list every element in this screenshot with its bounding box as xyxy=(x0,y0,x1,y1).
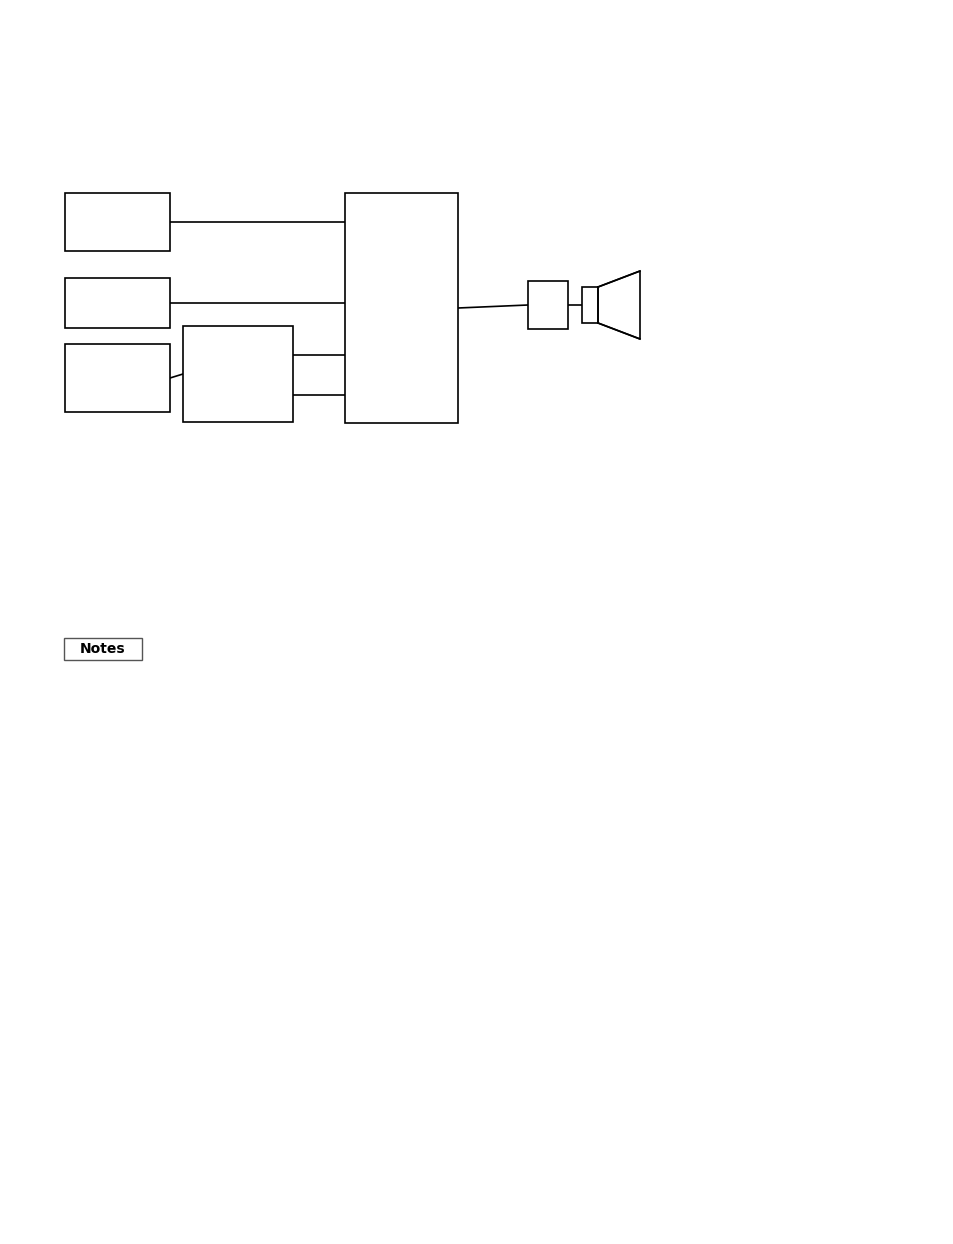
Text: Notes: Notes xyxy=(80,642,126,656)
Bar xyxy=(527,281,567,328)
Bar xyxy=(581,287,598,323)
Bar xyxy=(64,638,142,661)
Bar xyxy=(183,326,293,422)
Bar xyxy=(65,193,170,251)
Bar xyxy=(65,345,170,412)
Bar xyxy=(345,193,457,423)
Bar xyxy=(65,277,170,328)
